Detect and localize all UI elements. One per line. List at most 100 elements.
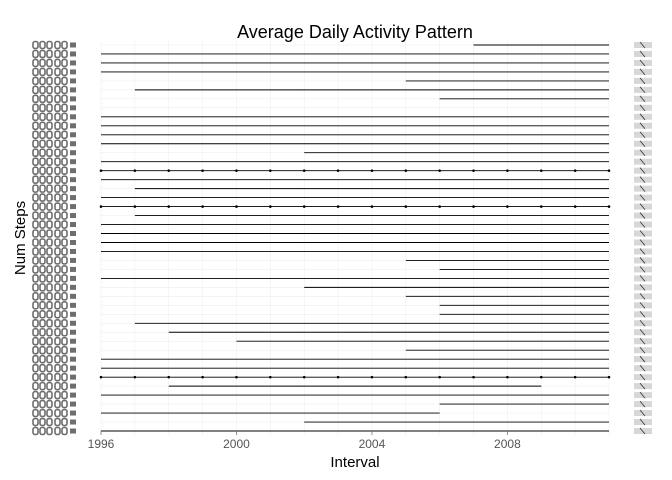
y-tick-glyph — [54, 301, 61, 310]
right-edge-glyph — [639, 320, 646, 327]
right-edge-glyph — [639, 257, 646, 264]
right-edge-glyph — [639, 41, 646, 49]
y-tick-glyph — [39, 399, 46, 409]
y-tick-mark — [70, 96, 76, 102]
right-edge-glyph — [639, 284, 646, 291]
y-tick-glyph — [32, 274, 39, 283]
y-tick-glyph — [39, 310, 46, 319]
y-tick-glyph — [54, 202, 61, 211]
y-tick-glyph — [61, 175, 68, 184]
y-tick-glyph — [61, 426, 68, 436]
y-tick-mark — [70, 168, 76, 174]
y-tick-mark — [70, 159, 76, 165]
right-edge-glyph — [639, 194, 646, 201]
y-tick-glyph — [46, 94, 53, 104]
right-edge-glyph — [639, 266, 646, 273]
y-tick-mark — [70, 311, 76, 317]
y-tick-glyph — [39, 94, 46, 104]
y-tick-glyph — [54, 399, 61, 409]
data-point — [167, 375, 171, 379]
data-point — [302, 375, 306, 379]
y-tick-glyph — [32, 193, 39, 202]
y-tick-glyph — [32, 354, 39, 364]
y-tick-glyph — [61, 157, 68, 166]
data-point — [607, 205, 611, 208]
y-tick-glyph — [39, 283, 46, 292]
y-tick-glyph — [32, 103, 39, 113]
y-tick-glyph — [46, 283, 53, 292]
y-tick-glyph — [32, 238, 39, 247]
data-point — [302, 169, 306, 172]
right-edge-glyph — [639, 140, 646, 148]
y-tick-glyph — [61, 121, 68, 131]
data-point — [269, 375, 272, 379]
data-point — [167, 205, 171, 208]
data-point — [201, 375, 204, 379]
y-tick-mark — [70, 365, 76, 371]
y-tick-glyph — [39, 103, 46, 113]
y-tick-glyph — [39, 49, 46, 59]
y-tick-glyph — [39, 292, 46, 301]
y-tick-glyph — [61, 76, 68, 86]
y-tick-glyph — [39, 318, 46, 328]
y-tick-glyph — [61, 94, 68, 104]
y-tick-glyph — [32, 399, 39, 409]
y-tick-mark — [70, 87, 76, 93]
y-tick-mark — [70, 60, 76, 66]
y-tick-glyph — [46, 157, 53, 166]
y-tick-glyph — [39, 40, 46, 50]
y-tick-glyph — [54, 184, 61, 193]
y-tick-mark — [70, 257, 76, 263]
right-edge-glyph — [639, 337, 646, 345]
y-tick-mark — [70, 275, 76, 281]
y-tick-glyph — [39, 372, 46, 382]
y-tick-glyph — [32, 211, 39, 220]
data-point — [99, 205, 103, 208]
y-tick-glyph — [32, 256, 39, 265]
y-tick-glyph — [32, 49, 39, 59]
y-tick-mark — [70, 204, 76, 210]
data-point — [269, 169, 272, 172]
y-tick-mark — [70, 78, 76, 84]
y-tick-glyph — [61, 49, 68, 59]
data-point — [269, 205, 272, 208]
y-tick-glyph — [54, 121, 61, 131]
y-tick-glyph — [61, 336, 68, 346]
data-point — [607, 169, 611, 172]
y-tick-glyph — [46, 121, 53, 131]
y-tick-glyph — [54, 166, 61, 175]
y-tick-mark — [70, 114, 76, 120]
y-tick-mark — [70, 150, 76, 156]
y-tick-glyph — [46, 327, 53, 337]
y-tick-glyph — [39, 220, 46, 229]
right-edge-glyph — [639, 221, 646, 228]
y-tick-glyph — [54, 40, 61, 50]
y-tick-glyph — [39, 256, 46, 265]
y-tick-mark — [70, 356, 76, 362]
data-point — [539, 375, 543, 379]
data-point — [235, 169, 238, 172]
right-edge-glyph — [639, 167, 646, 174]
y-tick-glyph — [39, 238, 46, 247]
right-edge-glyph — [639, 248, 646, 255]
y-tick-glyph — [54, 148, 61, 158]
y-tick-mark — [70, 392, 76, 398]
y-tick-glyph — [54, 310, 61, 319]
y-tick-glyph — [46, 220, 53, 229]
y-tick-glyph — [39, 121, 46, 131]
data-point — [573, 375, 577, 379]
y-tick-glyph — [32, 94, 39, 104]
y-tick-glyph — [39, 274, 46, 283]
y-tick-glyph — [39, 85, 46, 95]
y-tick-glyph — [61, 417, 68, 427]
y-tick-glyph — [46, 399, 53, 409]
y-tick-glyph — [39, 265, 46, 274]
data-point — [506, 375, 509, 379]
right-edge-glyph — [639, 239, 646, 246]
y-tick-glyph — [46, 247, 53, 256]
y-tick-glyph — [61, 265, 68, 274]
y-tick-glyph — [46, 49, 53, 59]
y-tick-glyph — [61, 139, 68, 149]
y-tick-glyph — [54, 256, 61, 265]
y-tick-glyph — [61, 58, 68, 68]
